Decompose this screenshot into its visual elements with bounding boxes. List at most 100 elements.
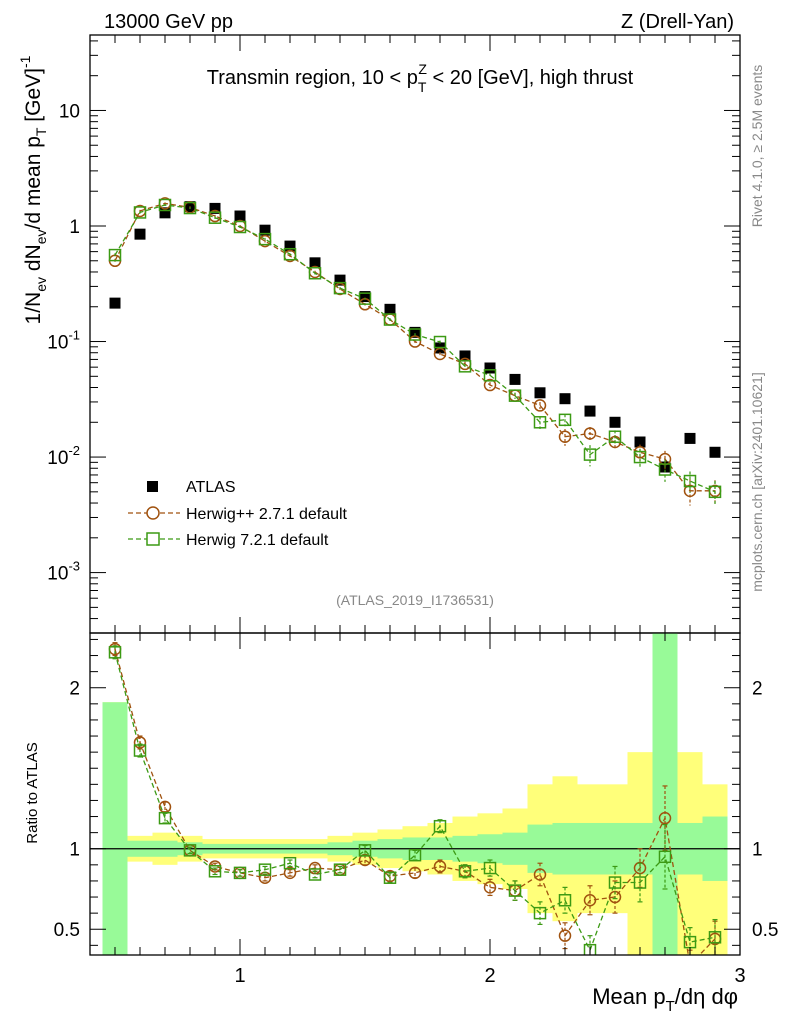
atlas-point (384, 303, 396, 315)
atlas-point (509, 373, 521, 385)
main-series (108, 197, 722, 506)
ratio-series (108, 642, 722, 955)
ratio-herwig7-point (433, 819, 447, 833)
herwig7-point (283, 247, 297, 261)
herwig7-point (308, 266, 322, 280)
ratio-herwigpp-point (658, 811, 672, 825)
ratio-herwig7-point (233, 866, 247, 880)
herwig7-point (483, 369, 497, 382)
ratio-herwigpp-point (408, 866, 422, 880)
herwig7-point (258, 232, 272, 246)
atlas-point (559, 393, 571, 405)
main-panel: 10-3 10-2 10-1 1 10 Transmin region, 10 < pT… (17, 34, 741, 634)
ratio-herwig7-point (108, 646, 122, 659)
herwig7-point (158, 198, 172, 212)
ratio-y-tick-label-right: 2 (752, 679, 763, 700)
main-y-axis-label: 1/Nev dNev/d mean pT [GeV]-1 (17, 55, 49, 324)
atlas-point (334, 274, 346, 286)
ratio-ticks: 1 2 3 0.5 0.5 1 1 2 2 (54, 633, 778, 987)
ratio-herwig7-point (308, 868, 322, 881)
atlas-point (684, 432, 696, 444)
ratio-herwig7-point (408, 848, 422, 862)
x-tick-label: 2 (484, 965, 495, 987)
herwig7-point (108, 248, 122, 262)
atlas-point (309, 257, 321, 269)
ratio-herwigpp-point (433, 860, 447, 873)
ratio-herwigpp-point (483, 881, 497, 894)
herwig7-point (383, 313, 397, 326)
herwigpp-point (683, 484, 697, 498)
ratio-y-axis-label: Ratio to ATLAS (24, 742, 41, 843)
herwig7-point (233, 220, 247, 234)
herwig7-point (633, 450, 647, 464)
ratio-herwig7-point (383, 871, 397, 884)
analysis-id: (ATLAS_2019_I1736531) (336, 592, 494, 608)
herwig7-point (658, 463, 672, 476)
atlas-point (109, 297, 121, 309)
herwigpp-point (583, 427, 597, 440)
series-line-square (114, 204, 716, 493)
atlas-point (459, 350, 471, 362)
legend-atlas-label: ATLAS (186, 479, 236, 496)
main-y-tick-label: 10-3 (47, 559, 80, 585)
main-y-tick-label: 10 (59, 101, 80, 122)
stat-band (102, 702, 128, 955)
atlas-point (134, 228, 146, 240)
legend-herwigpp-marker (146, 506, 160, 520)
atlas-point (584, 405, 596, 417)
ratio-herwig7-point (608, 876, 622, 889)
herwigpp-point (408, 335, 422, 348)
main-y-ticks: 10-3 10-2 10-1 1 10 (47, 40, 740, 634)
ratio-herwigpp-point (133, 736, 147, 749)
herwig7-point (708, 485, 722, 499)
herwig7-point (608, 430, 622, 443)
legend-herwig7-marker (146, 532, 160, 546)
herwig7-point (408, 328, 422, 341)
ratio-y-tick-label: 2 (69, 679, 80, 700)
ratio-herwig7-point (333, 863, 347, 876)
herwig7-point (333, 281, 347, 295)
herwig7-point (558, 413, 572, 427)
ratio-herwigpp-point (533, 868, 547, 881)
ratio-herwigpp-point (558, 929, 572, 942)
legend-herwig7-label: Herwig 7.2.1 default (186, 532, 329, 549)
herwig7-point (583, 448, 597, 461)
herwig7-point (358, 292, 372, 305)
ratio-herwig7-point (558, 894, 572, 907)
ratio-herwig7-point (133, 744, 147, 757)
main-y-tick-label: 1 (69, 217, 80, 238)
stat-band (652, 633, 678, 955)
mcplots-label: mcplots.cern.ch [arXiv:2401.10621] (749, 372, 765, 591)
herwig7-point (133, 206, 147, 219)
ratio-herwig7-point (358, 844, 372, 857)
ratio-herwigpp-point (583, 894, 597, 907)
atlas-point (484, 362, 496, 374)
ratio-herwig7-point (208, 865, 222, 878)
herwigpp-point (533, 399, 547, 412)
atlas-point (259, 224, 271, 236)
ratio-y-tick-label-right: 0.5 (752, 920, 778, 941)
energy-label: 13000 GeV pp (104, 11, 233, 33)
legend-atlas-marker (147, 481, 158, 492)
ratio-herwig7-point (583, 943, 597, 955)
plot-title: Transmin region, 10 < pTZ < 20 [GeV], hi… (207, 61, 634, 95)
ratio-y-tick-label-right: 1 (752, 840, 763, 861)
ratio-herwigpp-point (283, 866, 297, 880)
x-tick-label: 3 (734, 965, 745, 987)
atlas-point (234, 210, 246, 222)
ratio-y-tick-label: 0.5 (54, 920, 80, 941)
herwig7-point (508, 389, 522, 402)
herwig7-point (533, 416, 547, 429)
rivet-label: Rivet 4.1.0, ≥ 2.5M events (749, 65, 765, 228)
ratio-herwig7-point (458, 865, 472, 878)
herwigpp-point (558, 430, 572, 443)
herwig7-point (208, 211, 222, 224)
ratio-herwig7-point (183, 844, 197, 857)
atlas-point (209, 202, 221, 214)
atlas-point (534, 387, 546, 399)
atlas-point (634, 436, 646, 448)
ratio-herwig7-point (708, 931, 722, 944)
atlas-point (609, 416, 621, 428)
ratio-herwig7-point (633, 876, 647, 889)
